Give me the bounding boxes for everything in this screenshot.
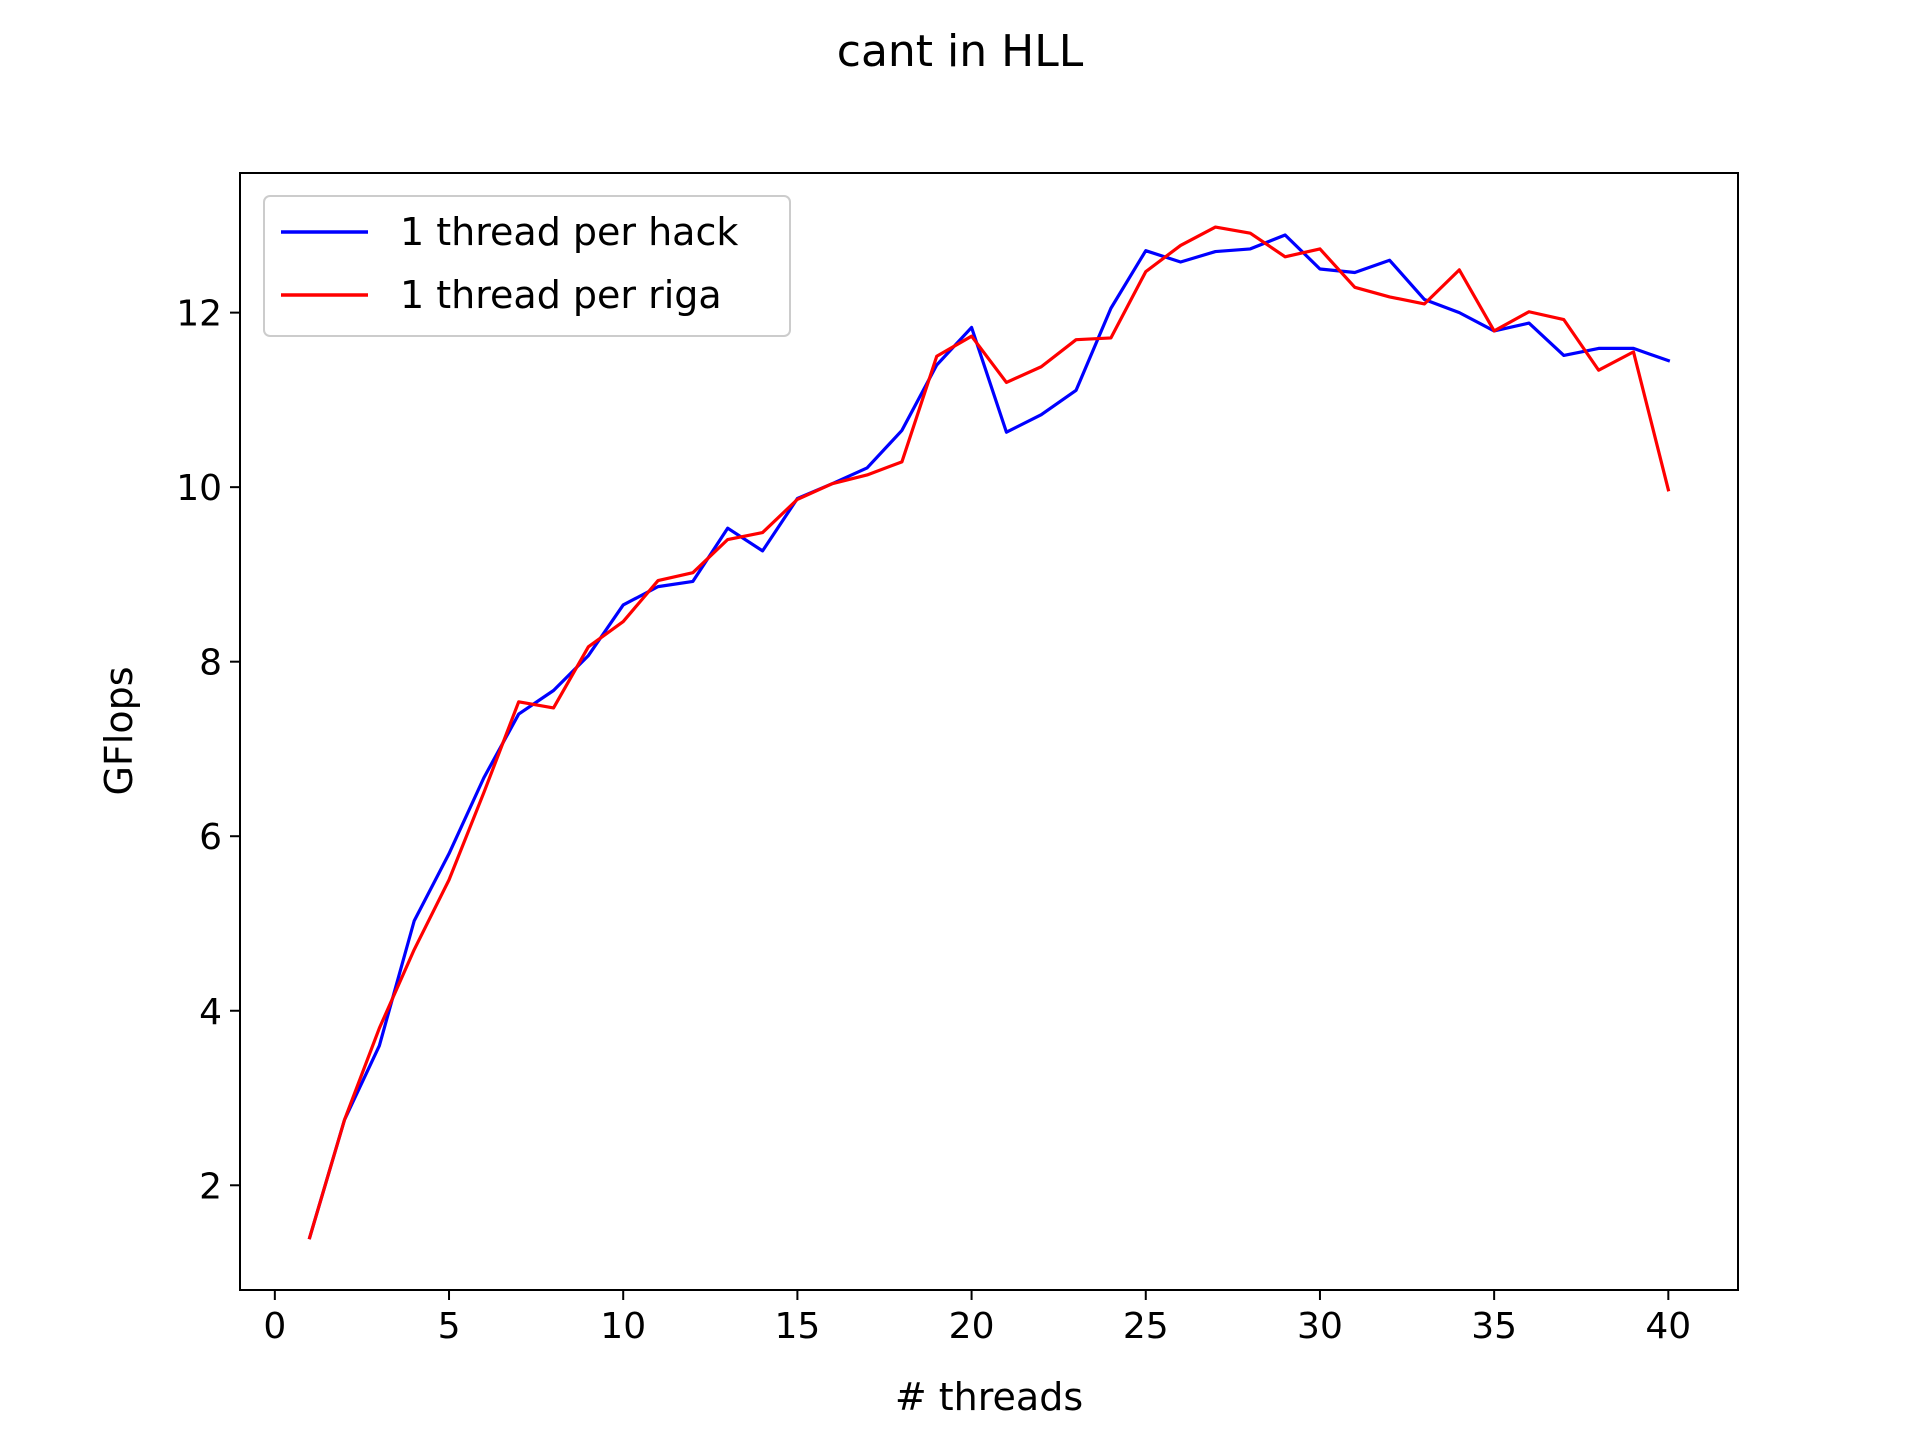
legend-label-2: 1 thread per riga	[400, 273, 722, 317]
x-tick-label: 25	[1123, 1306, 1169, 1347]
legend: 1 thread per hack 1 thread per riga	[263, 195, 791, 337]
x-tick-label: 30	[1297, 1306, 1343, 1347]
x-axis-label: # threads	[895, 1375, 1083, 1419]
y-tick-label: 8	[199, 643, 222, 684]
y-tick-label: 12	[176, 294, 222, 335]
y-tick-label: 10	[176, 468, 222, 509]
x-tick-label: 20	[949, 1306, 995, 1347]
axes-frame	[239, 172, 1739, 1291]
x-tick-label: 10	[600, 1306, 646, 1347]
y-tick-label: 4	[199, 992, 222, 1033]
chart-title: cant in HLL	[837, 26, 1084, 77]
y-tick-label: 6	[199, 817, 222, 858]
y-axis: 2 4 6 8 10 12	[176, 294, 240, 1207]
series-line-1	[307, 233, 1671, 1240]
x-tick-label: 40	[1645, 1306, 1691, 1347]
y-tick-label: 2	[199, 1166, 222, 1207]
x-tick-label: 15	[774, 1306, 820, 1347]
plot-area	[307, 225, 1671, 1240]
x-tick-label: 5	[438, 1306, 461, 1347]
series-line-2	[307, 225, 1671, 1240]
x-axis: 0 5 10 15 20 25 30 35 40	[263, 1290, 1691, 1347]
legend-box	[263, 195, 791, 337]
y-axis-label: GFlops	[97, 666, 141, 795]
x-tick-label: 35	[1471, 1306, 1517, 1347]
x-tick-label: 0	[263, 1306, 286, 1347]
legend-label-1: 1 thread per hack	[400, 210, 738, 254]
